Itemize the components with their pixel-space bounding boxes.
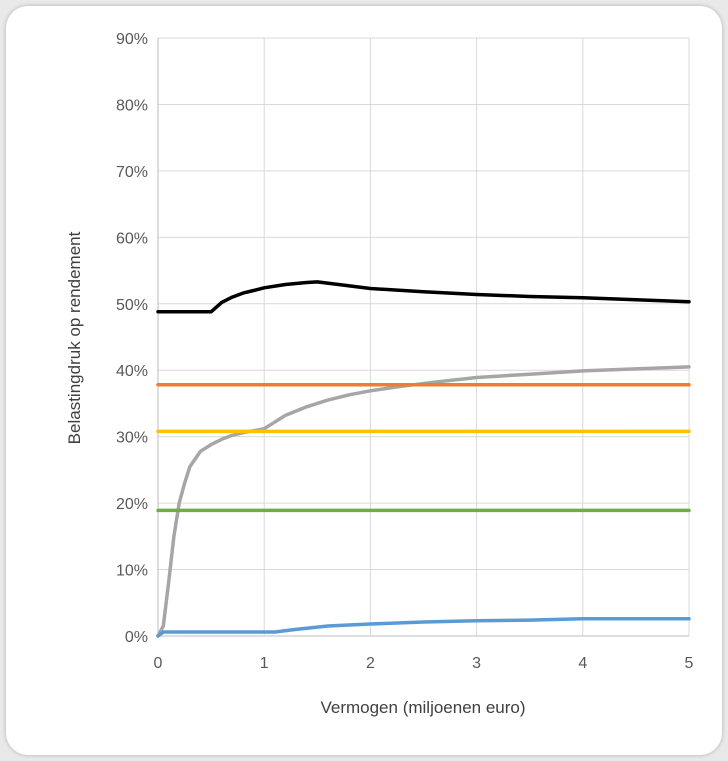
x-tick-label: 0 [154, 655, 163, 672]
series-line-6 [156, 616, 691, 638]
y-tick-label: 10% [116, 563, 148, 580]
x-axis-title: Vermogen (miljoenen euro) [320, 698, 525, 717]
x-tick-labels: 0 1 2 3 4 5 [154, 655, 694, 672]
x-tick-label: 5 [685, 655, 694, 672]
y-tick-label: 30% [116, 430, 148, 447]
y-axis-title: Belastingdruk op rendement [65, 231, 84, 444]
y-tick-label: 40% [116, 363, 148, 380]
y-tick-label: 90% [116, 31, 148, 48]
x-tick-label: 3 [472, 655, 481, 672]
y-tick-labels: 0% 10% 20% 30% 40% 50% 60% 70% 80% 90% [116, 31, 148, 646]
series-lines [156, 280, 691, 638]
x-tick-label: 2 [366, 655, 375, 672]
series-line-1 [156, 280, 691, 314]
series-line-2 [156, 365, 691, 638]
y-tick-label: 0% [125, 629, 148, 646]
y-tick-label: 20% [116, 496, 148, 513]
y-tick-label: 70% [116, 164, 148, 181]
gridlines [157, 37, 690, 637]
x-tick-label: 4 [578, 655, 587, 672]
chart-card [6, 6, 722, 755]
x-tick-label: 1 [260, 655, 269, 672]
y-tick-label: 50% [116, 297, 148, 314]
y-tick-label: 60% [116, 230, 148, 247]
y-tick-label: 80% [116, 97, 148, 114]
